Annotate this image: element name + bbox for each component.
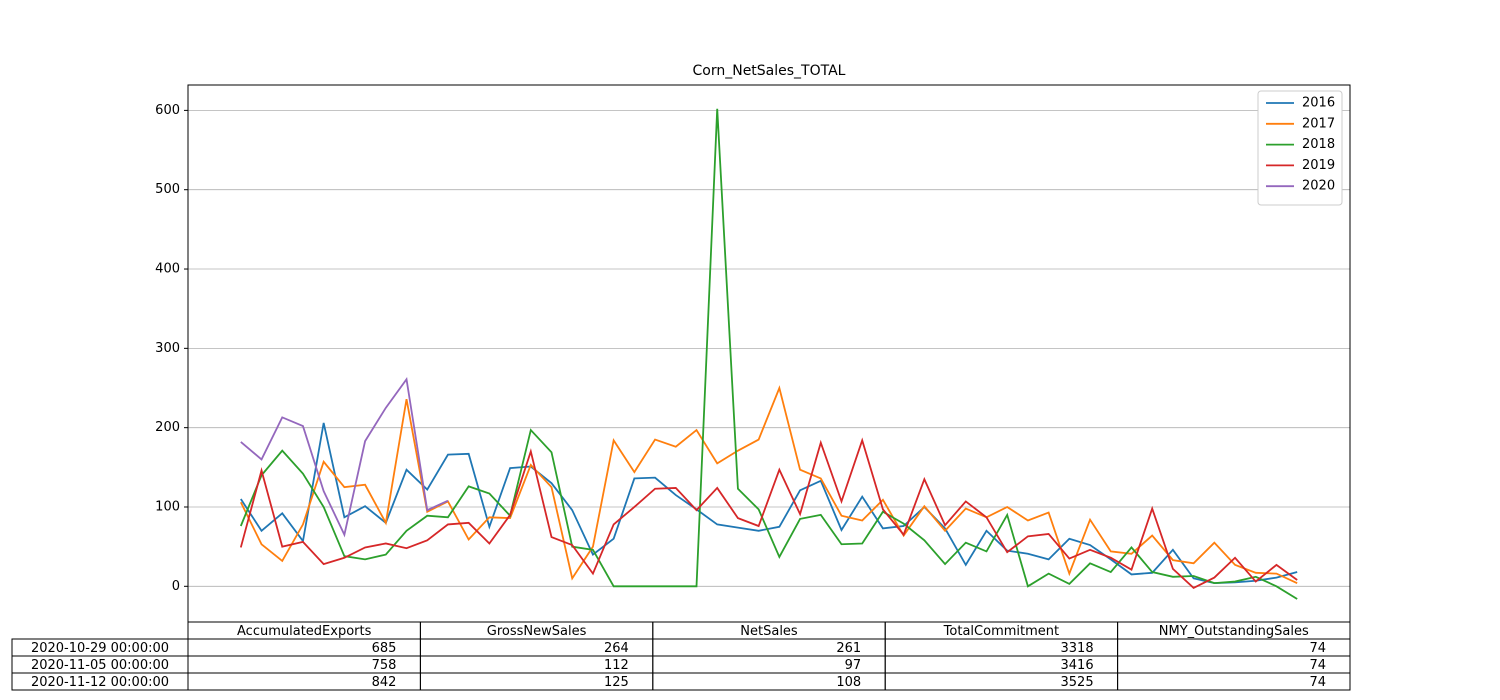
y-tick-label: 0	[172, 579, 180, 594]
y-tick-label: 500	[155, 182, 180, 197]
y-tick-label: 200	[155, 420, 180, 435]
table-value: 261	[836, 641, 861, 656]
table-value: 125	[604, 675, 629, 690]
table-row-label: 2020-10-29 00:00:00	[31, 641, 169, 656]
line-series	[240, 422, 1298, 585]
table-value: 108	[836, 675, 861, 690]
table-value: 97	[845, 658, 862, 673]
line-series	[239, 437, 1298, 589]
table-row-label: 2020-11-05 00:00:00	[31, 658, 169, 673]
table-header: GrossNewSales	[487, 624, 587, 639]
table-value: 3416	[1061, 658, 1094, 673]
table-header: NMY_OutstandingSales	[1159, 624, 1309, 639]
legend-label: 2016	[1302, 96, 1335, 111]
legend-label: 2020	[1302, 179, 1335, 194]
table-row-label: 2020-11-12 00:00:00	[31, 675, 169, 690]
y-tick-label: 100	[155, 499, 180, 514]
legend-box	[1257, 90, 1343, 206]
y-tick-label: 300	[155, 341, 180, 356]
table-header: TotalCommitment	[943, 624, 1059, 639]
table-cell	[1117, 672, 1351, 691]
table-value: 74	[1309, 641, 1326, 656]
table-header: AccumulatedExports	[237, 624, 372, 639]
y-tick-label: 400	[155, 262, 180, 277]
table-value: 758	[372, 658, 397, 673]
line-series	[240, 376, 449, 538]
table-value: 74	[1309, 675, 1326, 690]
line-series	[240, 385, 1298, 584]
line-series	[239, 108, 1298, 600]
table-value: 112	[604, 658, 629, 673]
legend-label: 2018	[1302, 137, 1335, 152]
table-value: 3525	[1061, 675, 1094, 690]
table-value: 3318	[1061, 641, 1094, 656]
plot-frame	[187, 84, 1351, 623]
legend-label: 2017	[1302, 116, 1335, 131]
table-value: 842	[372, 675, 397, 690]
legend-label: 2019	[1302, 158, 1335, 173]
table-value: 264	[604, 641, 629, 656]
table-header: NetSales	[740, 624, 798, 639]
table-value: 74	[1309, 658, 1326, 673]
y-tick-label: 600	[155, 103, 180, 118]
table-value: 685	[372, 641, 397, 656]
chart-title: Corn_NetSales_TOTAL	[693, 63, 846, 79]
